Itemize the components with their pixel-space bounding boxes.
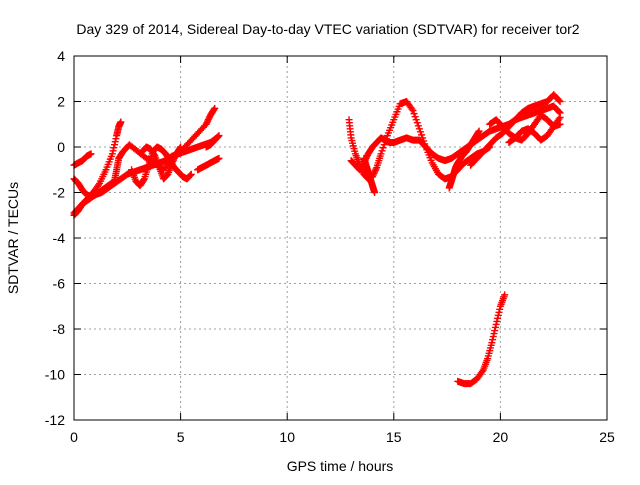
data-point xyxy=(210,105,218,113)
series-arc-f xyxy=(138,143,185,183)
y-tick-label: -8 xyxy=(53,321,66,337)
data-point xyxy=(413,119,421,127)
data-point xyxy=(371,189,379,196)
data-point xyxy=(408,105,416,113)
y-tick-label: -10 xyxy=(45,367,65,383)
data-point xyxy=(556,113,564,121)
data-point xyxy=(187,171,195,179)
data-point xyxy=(204,117,212,125)
data-point xyxy=(555,96,563,104)
y-tick-label: 2 xyxy=(57,94,65,110)
series-arc-m xyxy=(445,127,483,192)
data-point xyxy=(87,150,95,158)
x-axis-label: GPS time / hours xyxy=(287,458,394,474)
x-tick-label: 15 xyxy=(386,429,402,445)
data-point xyxy=(495,308,503,316)
data-point xyxy=(140,176,148,184)
data-point xyxy=(416,128,424,136)
data-point xyxy=(410,110,418,118)
series-arc-q xyxy=(454,291,509,388)
data-point xyxy=(211,104,219,112)
data-point xyxy=(372,165,380,173)
data-point xyxy=(187,170,195,178)
series-arc-k xyxy=(360,154,379,196)
data-point xyxy=(501,291,509,299)
data-point xyxy=(491,327,499,335)
series-arc-e xyxy=(128,143,195,190)
data-point xyxy=(475,127,483,135)
data-point xyxy=(474,128,482,136)
y-axis-label: SDTVAR / TECUs xyxy=(5,182,21,294)
y-tick-label: -6 xyxy=(53,276,66,292)
data-point xyxy=(170,154,178,162)
data-point xyxy=(117,118,125,126)
data-point xyxy=(95,181,103,189)
data-point xyxy=(555,108,563,116)
y-tick-label: -4 xyxy=(53,230,66,246)
grid-lines xyxy=(74,56,607,420)
data-point xyxy=(186,172,194,180)
data-point xyxy=(150,151,158,159)
data-point xyxy=(378,147,386,155)
data-point xyxy=(176,144,184,152)
data-point xyxy=(489,336,497,344)
series-arc-p xyxy=(505,113,564,146)
x-tick-label: 0 xyxy=(70,429,78,445)
data-point xyxy=(555,115,563,123)
chart-title: Day 329 of 2014, Sidereal Day-to-day VTE… xyxy=(76,21,579,37)
series-arc-d xyxy=(70,118,125,217)
x-tick-label: 10 xyxy=(279,429,295,445)
series-arc-h xyxy=(202,132,223,151)
data-point xyxy=(214,133,222,141)
x-tick-label: 5 xyxy=(177,429,185,445)
data-point xyxy=(177,143,185,151)
data-point xyxy=(204,116,212,124)
data-point xyxy=(556,98,564,105)
data-point xyxy=(215,154,223,162)
x-tick-label: 20 xyxy=(493,429,509,445)
data-point xyxy=(111,138,119,146)
data-point xyxy=(214,132,222,140)
data-points xyxy=(70,91,564,388)
data-point xyxy=(215,132,223,140)
y-tick-label: -2 xyxy=(53,185,66,201)
data-point xyxy=(109,147,117,155)
y-tick-label: 0 xyxy=(57,139,65,155)
y-tick-label: -12 xyxy=(45,412,65,428)
data-point xyxy=(169,156,177,164)
series-arc-g xyxy=(194,154,223,174)
y-tick-label: 4 xyxy=(57,48,65,64)
x-tick-label: 25 xyxy=(599,429,615,445)
data-point xyxy=(493,317,501,325)
